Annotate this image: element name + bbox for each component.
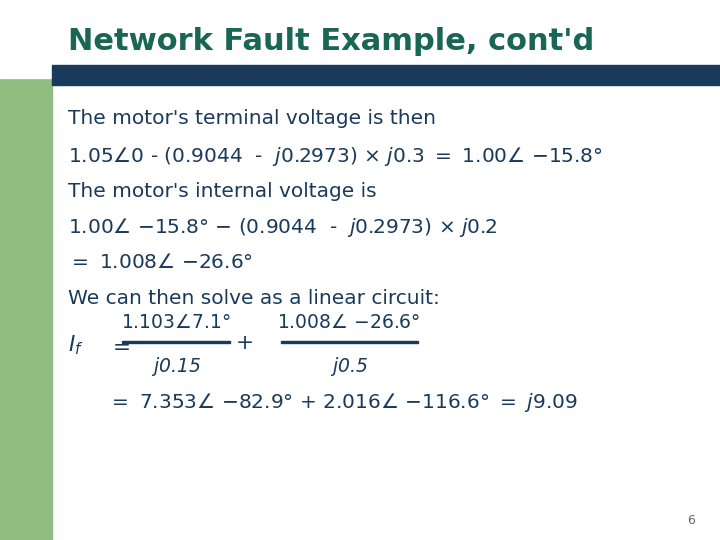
Text: +: +: [236, 333, 254, 353]
Text: $I_f$: $I_f$: [68, 334, 84, 357]
Text: 6: 6: [687, 514, 695, 526]
Bar: [52, 65, 720, 85]
Text: Network Fault Example, cont'd: Network Fault Example, cont'd: [68, 26, 595, 56]
Text: 1.103$\angle$7.1°: 1.103$\angle$7.1°: [122, 313, 231, 333]
Text: $j$0.15: $j$0.15: [151, 355, 202, 377]
Text: 1.00$\angle$ $-$15.8° $-$ (0.9044  -  $j$0.2973) $\times$ $j$0.2: 1.00$\angle$ $-$15.8° $-$ (0.9044 - $j$0…: [68, 217, 498, 239]
Bar: [122, 341, 230, 343]
Text: The motor's terminal voltage is then: The motor's terminal voltage is then: [68, 109, 436, 129]
Bar: [0, 0, 52, 540]
Text: 1.05$\angle$0 - (0.9044  -  $j$0.2973) $\times$ $j$0.3 $=$ 1.00$\angle$ $-$15.8°: 1.05$\angle$0 - (0.9044 - $j$0.2973) $\t…: [68, 145, 603, 168]
Text: We can then solve as a linear circuit:: We can then solve as a linear circuit:: [68, 288, 440, 308]
Bar: [281, 341, 418, 343]
Text: The motor's internal voltage is: The motor's internal voltage is: [68, 182, 377, 201]
Bar: [0, 0, 720, 78]
Text: 1.008$\angle$ $-$26.6°: 1.008$\angle$ $-$26.6°: [277, 313, 421, 333]
Text: $=$: $=$: [108, 335, 130, 356]
Text: $=$ 7.353$\angle$ $-$82.9° $+$ 2.016$\angle$ $-$116.6° $=$ $j$9.09: $=$ 7.353$\angle$ $-$82.9° $+$ 2.016$\an…: [108, 391, 577, 414]
Text: $=$ 1.008$\angle$ $-$26.6°: $=$ 1.008$\angle$ $-$26.6°: [68, 253, 253, 273]
Text: $j$0.5: $j$0.5: [330, 355, 368, 377]
